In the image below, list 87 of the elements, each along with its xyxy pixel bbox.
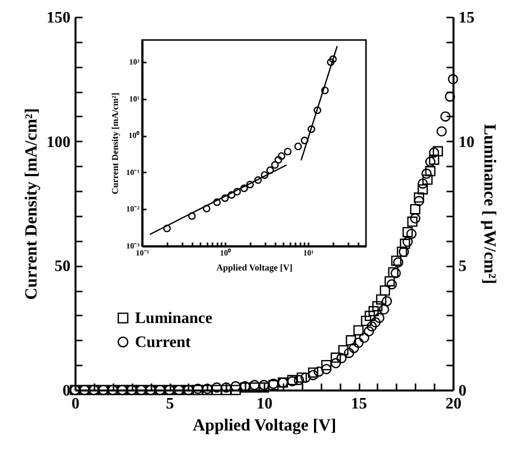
point xyxy=(425,156,436,167)
point xyxy=(428,154,440,165)
point xyxy=(407,216,418,227)
point xyxy=(400,238,410,249)
point xyxy=(388,267,398,278)
point xyxy=(338,345,348,356)
x-tick-label: 20 xyxy=(446,396,462,412)
point xyxy=(212,384,222,396)
point xyxy=(374,312,384,323)
point xyxy=(422,174,433,185)
point xyxy=(425,166,436,176)
point xyxy=(402,226,413,238)
point xyxy=(321,364,332,374)
y-tick-label: 10⁻³ xyxy=(126,242,140,250)
x-tick-label: 10 xyxy=(256,396,272,412)
point xyxy=(436,126,447,136)
point xyxy=(410,204,420,214)
point xyxy=(414,192,424,203)
point xyxy=(359,332,370,343)
point xyxy=(353,338,364,348)
point xyxy=(378,304,390,315)
point xyxy=(336,353,347,364)
point xyxy=(258,382,270,393)
x-axis-title: Applied Voltage [V] xyxy=(192,416,336,434)
y-tick-label: 10² xyxy=(129,58,140,67)
y-tick-label: 10¹ xyxy=(129,94,140,104)
point xyxy=(372,301,383,312)
point xyxy=(249,382,260,393)
point xyxy=(428,147,440,158)
point xyxy=(308,370,318,380)
point xyxy=(390,268,401,278)
point xyxy=(410,213,420,224)
point xyxy=(364,310,375,322)
point xyxy=(376,294,386,305)
y-tick-label: 0 xyxy=(62,382,70,400)
point xyxy=(418,184,428,194)
point xyxy=(368,306,379,316)
y-tick-label: 10⁰ xyxy=(128,131,140,140)
point xyxy=(230,384,241,396)
x-axis-title: Applied Voltage [V] xyxy=(216,262,293,272)
point xyxy=(382,296,392,306)
point xyxy=(432,146,443,156)
point xyxy=(348,342,360,354)
point xyxy=(440,111,451,122)
legend-label: Current xyxy=(135,334,192,351)
x-tick-label: 15 xyxy=(351,396,367,412)
y-tick-label: 100 xyxy=(46,134,70,151)
x-tick-label: 10⁻¹ xyxy=(136,248,150,258)
point xyxy=(314,366,324,377)
point xyxy=(402,236,413,247)
point xyxy=(344,348,354,358)
x-tick-label: 10¹ xyxy=(303,248,314,258)
point xyxy=(370,317,381,328)
point xyxy=(300,372,311,383)
y2-tick-label: 0 xyxy=(458,382,466,400)
point xyxy=(364,326,374,336)
y2-axis-title: Luminance [ µW/cm²] xyxy=(480,124,500,284)
y-axis-title: Current Density [mA/cm²] xyxy=(22,108,40,300)
point xyxy=(418,178,428,189)
point xyxy=(414,196,424,206)
y2-tick-label: 15 xyxy=(458,10,474,26)
y-tick-label: 10⁻² xyxy=(126,204,140,214)
point xyxy=(321,360,332,370)
point xyxy=(353,325,364,336)
y-tick-label: 50 xyxy=(54,258,70,276)
point xyxy=(294,374,304,386)
point xyxy=(386,279,397,290)
y2-tick-label: 10 xyxy=(458,134,474,151)
legend-label: Luminance xyxy=(135,310,212,327)
point xyxy=(221,384,232,396)
x-tick-label: 5 xyxy=(166,396,174,412)
point xyxy=(366,321,377,332)
point xyxy=(384,276,395,286)
y-tick-label: 10⁻¹ xyxy=(126,168,140,177)
point xyxy=(380,285,390,296)
point xyxy=(448,74,458,84)
point xyxy=(308,367,318,378)
point xyxy=(406,228,417,239)
point xyxy=(360,316,372,326)
point xyxy=(330,352,341,363)
point xyxy=(330,358,341,368)
x-tick-label: 10⁰ xyxy=(220,248,231,258)
point xyxy=(346,335,356,346)
point xyxy=(421,168,432,179)
y-axis-title: Current Density [mA/cm²] xyxy=(110,92,120,194)
y-tick-label: 150 xyxy=(46,10,70,26)
point xyxy=(296,372,307,383)
